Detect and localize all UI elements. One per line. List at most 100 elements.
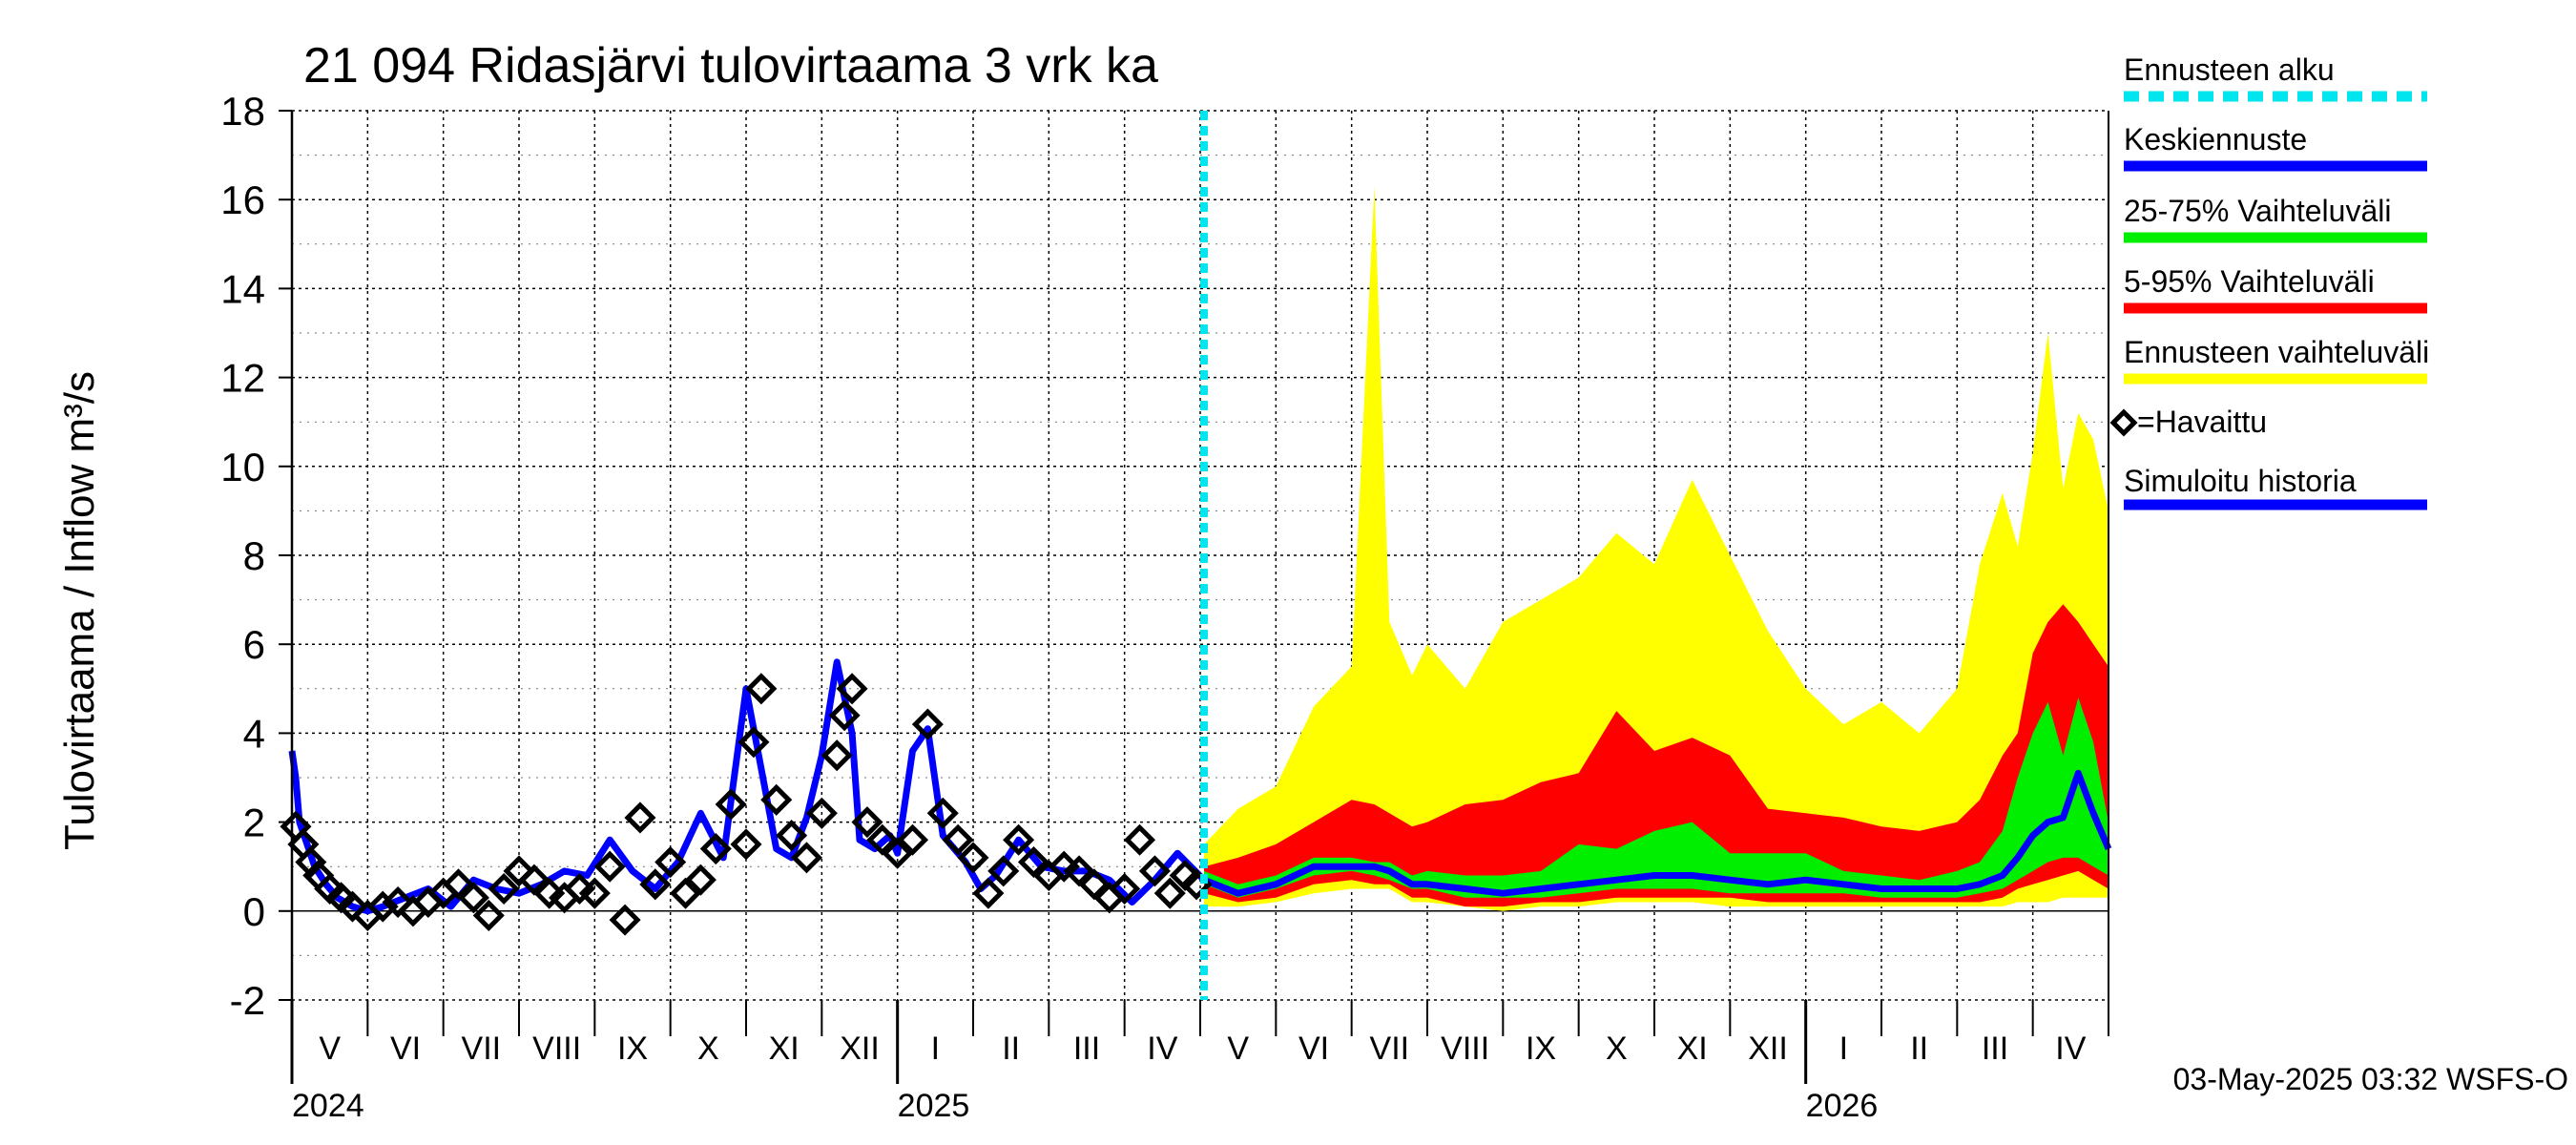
- month-label: IX: [617, 1030, 648, 1067]
- observed-point: [457, 882, 489, 914]
- band-5-95: [1204, 604, 2109, 907]
- observed-point: [776, 820, 808, 852]
- y-axis-label: Tulovirtaama / Inflow m³/s: [56, 371, 103, 850]
- observed-point: [624, 802, 656, 834]
- observed-point: [821, 739, 853, 772]
- y-tick-label: 16: [220, 177, 265, 222]
- observed-point: [942, 823, 974, 856]
- observed-point: [896, 823, 929, 856]
- month-label: II: [1910, 1030, 1928, 1067]
- month-label: IV: [1147, 1030, 1177, 1067]
- observed-point: [654, 846, 687, 879]
- observed-point: [593, 850, 626, 883]
- observed-point: [866, 823, 899, 856]
- legend-label: Simuloitu historia: [2124, 464, 2357, 498]
- observed-point: [911, 708, 944, 740]
- observed-point: [472, 899, 505, 931]
- forecast-range-band: [1204, 186, 2109, 911]
- observed-point: [1109, 872, 1141, 906]
- observed-point: [1078, 868, 1111, 901]
- observed-point: [745, 673, 778, 705]
- y-tick-label: -2: [230, 978, 265, 1023]
- observed-point: [1017, 846, 1050, 879]
- month-label: VIII: [532, 1030, 581, 1067]
- observed-point: [828, 699, 861, 732]
- month-label: IX: [1526, 1030, 1556, 1067]
- y-tick-label: 8: [243, 533, 265, 578]
- observed-point: [518, 864, 551, 896]
- observed-point: [366, 890, 399, 923]
- observed-point: [669, 877, 702, 909]
- observed-point: [609, 904, 641, 936]
- y-tick-label: 10: [220, 445, 265, 489]
- observed-point: [639, 868, 672, 901]
- month-label: III: [1073, 1030, 1100, 1067]
- month-label: VI: [390, 1030, 421, 1067]
- month-label: VII: [1370, 1030, 1410, 1067]
- plot-area: [280, 110, 2112, 1001]
- observed-point: [578, 877, 611, 909]
- legend-label: 5-95% Vaihteluväli: [2124, 264, 2375, 299]
- y-tick-label: 14: [220, 266, 265, 311]
- month-label: III: [1982, 1030, 2008, 1067]
- legend-label: Ennusteen alku: [2124, 52, 2335, 87]
- observed-point: [488, 872, 520, 906]
- observed-point: [926, 797, 959, 829]
- y-tick-label: 4: [243, 711, 265, 756]
- observed-point: [503, 855, 535, 887]
- year-label: 2026: [1806, 1088, 1879, 1124]
- observed-point: [972, 877, 1005, 909]
- month-label: XII: [1748, 1030, 1788, 1067]
- month-label: X: [697, 1030, 719, 1067]
- legend-label: Keskiennuste: [2124, 122, 2307, 156]
- y-tick-label: 12: [220, 356, 265, 401]
- y-tick-label: 0: [243, 889, 265, 934]
- legend-label: 25-75% Vaihteluväli: [2124, 194, 2391, 228]
- month-label: XII: [840, 1030, 880, 1067]
- month-label: XI: [1677, 1030, 1708, 1067]
- footer-timestamp: 03-May-2025 03:32 WSFS-O: [2173, 1062, 2568, 1096]
- observed-point: [1003, 823, 1035, 856]
- observed-point: [442, 868, 475, 901]
- observed-point: [730, 828, 762, 861]
- observed-point: [957, 842, 989, 874]
- observed-point: [1153, 877, 1186, 909]
- year-label: 2024: [292, 1088, 364, 1124]
- month-label: VI: [1298, 1030, 1329, 1067]
- observed-point: [805, 797, 838, 829]
- observed-point: [336, 890, 369, 923]
- month-label: IV: [2055, 1030, 2086, 1067]
- observed-point: [1138, 855, 1171, 887]
- month-label: XI: [769, 1030, 800, 1067]
- observed-point: [851, 806, 883, 839]
- observed-point: [882, 837, 914, 869]
- y-tick-label: 6: [243, 622, 265, 667]
- month-label: VIII: [1441, 1030, 1489, 1067]
- observed-point: [715, 788, 747, 821]
- y-tick-label: 18: [220, 89, 265, 134]
- year-label: 2025: [898, 1088, 970, 1124]
- legend-label: =Havaittu: [2137, 405, 2267, 439]
- observed-point: [1063, 855, 1095, 887]
- month-label: X: [1606, 1030, 1628, 1067]
- month-label: V: [1227, 1030, 1249, 1067]
- chart-title: 21 094 Ridasjärvi tulovirtaama 3 vrk ka: [303, 38, 1158, 94]
- observed-point: [382, 885, 414, 919]
- y-axis: -2 0 2 4 6 8 10 12 14 16 18: [220, 89, 292, 1023]
- x-axis: V VI VII VIII IX X XI XII I II III IV V VI VII VIII IX X X…: [290, 1000, 2109, 1124]
- observed-point: [737, 726, 770, 759]
- month-label: V: [319, 1030, 341, 1067]
- observed-point: [987, 855, 1020, 887]
- observed-point: [760, 783, 793, 816]
- legend-observed-swatch: [2109, 408, 2138, 437]
- legend-label: Ennusteen vaihteluväli: [2124, 335, 2429, 369]
- observed-point: [836, 673, 868, 705]
- observed-point: [699, 833, 732, 865]
- month-label: II: [1002, 1030, 1020, 1067]
- observed-point: [790, 842, 823, 874]
- month-label: VII: [462, 1030, 502, 1067]
- y-tick-label: 2: [243, 801, 265, 845]
- legend: Ennusteen alku Keskiennuste 25-75% Vaihtel…: [2109, 52, 2429, 510]
- median-forecast-line: [1202, 769, 2112, 897]
